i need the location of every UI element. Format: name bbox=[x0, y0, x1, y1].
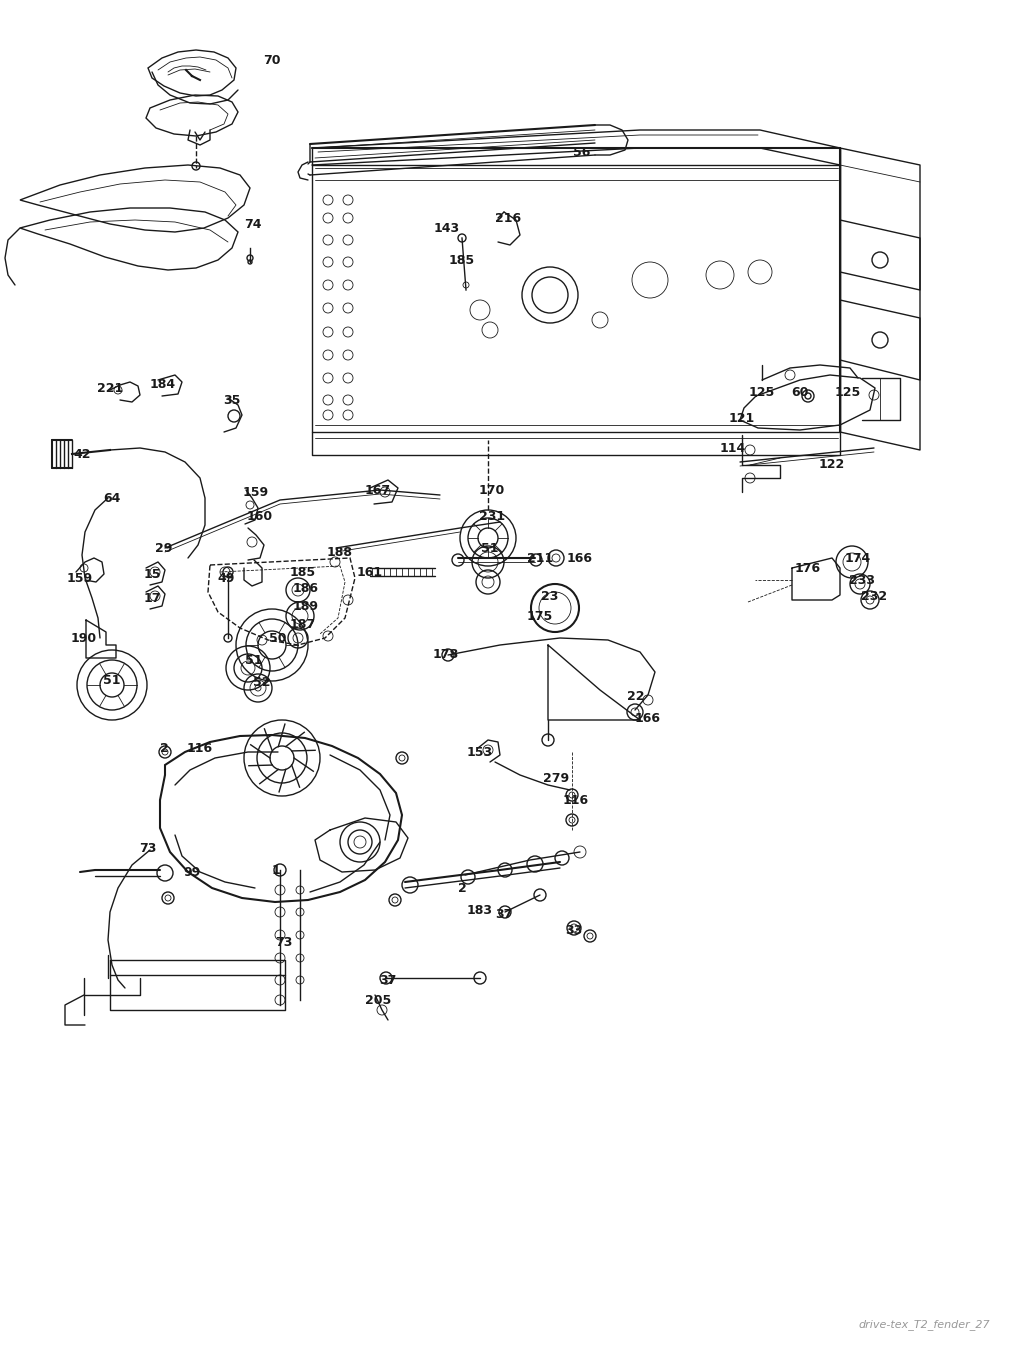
Text: 170: 170 bbox=[479, 484, 505, 496]
Text: 15: 15 bbox=[143, 567, 161, 581]
Text: 70: 70 bbox=[263, 53, 281, 67]
Text: 184: 184 bbox=[150, 378, 176, 391]
Text: 185: 185 bbox=[449, 254, 475, 267]
Text: 37: 37 bbox=[379, 973, 396, 987]
Text: 99: 99 bbox=[183, 866, 201, 879]
Text: 205: 205 bbox=[365, 994, 391, 1006]
Text: 187: 187 bbox=[290, 619, 316, 631]
Text: 49: 49 bbox=[217, 571, 234, 585]
Text: 73: 73 bbox=[139, 841, 157, 855]
Text: 116: 116 bbox=[563, 793, 589, 807]
Text: 185: 185 bbox=[290, 566, 316, 578]
Text: 51: 51 bbox=[246, 653, 263, 667]
Text: 116: 116 bbox=[187, 741, 213, 755]
Text: 183: 183 bbox=[467, 904, 493, 916]
Text: 64: 64 bbox=[103, 492, 121, 504]
Text: 50: 50 bbox=[269, 631, 287, 645]
Text: 175: 175 bbox=[527, 609, 553, 623]
Text: 52: 52 bbox=[253, 676, 270, 688]
Text: drive-tex_T2_fender_27: drive-tex_T2_fender_27 bbox=[858, 1319, 990, 1330]
Text: 221: 221 bbox=[97, 382, 123, 394]
Text: 153: 153 bbox=[467, 746, 494, 758]
Text: 178: 178 bbox=[433, 647, 459, 661]
Text: 216: 216 bbox=[495, 211, 521, 225]
Text: 37: 37 bbox=[496, 908, 513, 920]
Text: 233: 233 bbox=[849, 574, 874, 586]
Text: 143: 143 bbox=[434, 222, 460, 234]
Text: 51: 51 bbox=[481, 541, 499, 555]
Text: 33: 33 bbox=[565, 924, 583, 936]
Text: 211: 211 bbox=[527, 552, 553, 564]
Text: 2: 2 bbox=[160, 741, 168, 755]
Text: 73: 73 bbox=[275, 935, 293, 949]
Text: 231: 231 bbox=[479, 510, 505, 522]
Text: 161: 161 bbox=[357, 567, 383, 579]
Text: 174: 174 bbox=[845, 552, 871, 564]
Text: 159: 159 bbox=[243, 485, 269, 499]
Text: 279: 279 bbox=[543, 771, 569, 785]
Text: 189: 189 bbox=[293, 600, 319, 612]
Text: 22: 22 bbox=[628, 690, 645, 702]
Text: 42: 42 bbox=[74, 448, 91, 462]
Text: 114: 114 bbox=[720, 442, 746, 454]
Text: 29: 29 bbox=[156, 541, 173, 555]
Text: 190: 190 bbox=[71, 631, 97, 645]
Text: 125: 125 bbox=[749, 386, 775, 398]
Text: 167: 167 bbox=[365, 484, 391, 496]
Text: 35: 35 bbox=[223, 394, 241, 406]
Text: 188: 188 bbox=[327, 545, 353, 559]
Text: 186: 186 bbox=[293, 582, 319, 594]
Text: 74: 74 bbox=[245, 218, 262, 232]
Text: 176: 176 bbox=[795, 562, 821, 574]
Text: 23: 23 bbox=[542, 590, 559, 602]
Text: 17: 17 bbox=[143, 592, 161, 605]
Text: 2: 2 bbox=[458, 882, 466, 894]
Text: 121: 121 bbox=[729, 412, 755, 424]
Text: 166: 166 bbox=[567, 552, 593, 564]
Text: 166: 166 bbox=[635, 711, 662, 725]
Text: 56: 56 bbox=[573, 146, 591, 159]
Text: 1: 1 bbox=[271, 864, 281, 876]
Text: 122: 122 bbox=[819, 458, 845, 472]
Text: 159: 159 bbox=[67, 571, 93, 585]
Text: 232: 232 bbox=[861, 590, 887, 602]
Text: 160: 160 bbox=[247, 510, 273, 522]
Text: 51: 51 bbox=[103, 673, 121, 687]
Text: 125: 125 bbox=[835, 386, 861, 398]
Text: 60: 60 bbox=[792, 386, 809, 398]
